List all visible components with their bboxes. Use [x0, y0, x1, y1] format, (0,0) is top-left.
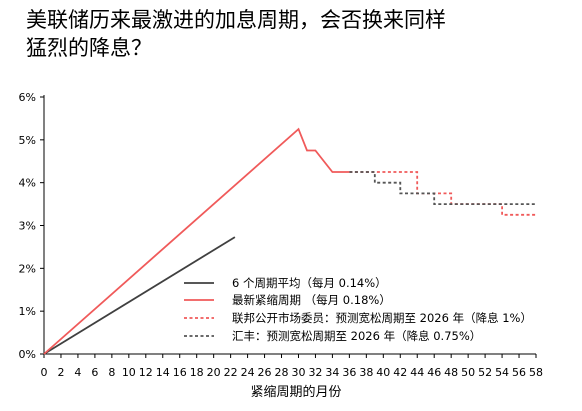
x-tick-label: 46 — [427, 366, 441, 379]
series-line-fomc — [349, 171, 536, 216]
x-tick-label: 20 — [207, 366, 221, 379]
x-tick-label: 56 — [512, 366, 526, 379]
x-tick-label: 44 — [410, 366, 424, 379]
x-tick-label: 12 — [139, 366, 153, 379]
x-tick-label: 8 — [108, 366, 115, 379]
series-line-huifeng — [349, 171, 536, 205]
chart-legend: 6 个周期平均（每月 0.14%） 最新紧缩周期 （每月 0.18%） 联邦公开市场… — [184, 276, 532, 343]
y-tick-label: 1% — [19, 305, 36, 318]
x-tick-label: 24 — [241, 366, 255, 379]
legend-label-latest: 最新紧缩周期 （每月 0.18%） — [232, 293, 391, 307]
legend-label-huifeng: 汇丰：预测宽松周期至 2026 年（降息 0.75%） — [232, 329, 481, 343]
x-tick-label: 18 — [190, 366, 204, 379]
x-tick-label: 40 — [376, 366, 390, 379]
x-tick-label: 0 — [41, 366, 48, 379]
x-tick-label: 42 — [393, 366, 407, 379]
x-tick-label: 36 — [342, 366, 356, 379]
y-tick-label: 6% — [19, 91, 36, 104]
y-tick-label: 5% — [19, 134, 36, 147]
x-axis-title: 紧缩周期的月份 — [250, 384, 341, 400]
y-tick-label: 4% — [19, 177, 36, 190]
series-line-latest — [43, 127, 350, 355]
x-tick-label: 16 — [173, 366, 187, 379]
x-tick-label: 28 — [275, 366, 289, 379]
legend-label-fomc: 联邦公开市场委员：预测宽松周期至 2026 年（降息 1%） — [232, 311, 532, 325]
x-tick-label: 30 — [291, 366, 305, 379]
x-tick-label: 14 — [156, 366, 170, 379]
chart-title-line-1: 美联储历来最激进的加息周期，会否换来同样 — [26, 8, 446, 32]
x-tick-label: 32 — [308, 366, 322, 379]
x-tick-label: 22 — [224, 366, 238, 379]
x-tick-label: 38 — [359, 366, 373, 379]
x-tick-label: 48 — [444, 366, 458, 379]
x-tick-label: 2 — [57, 366, 64, 379]
x-tick-label: 50 — [461, 366, 475, 379]
legend-label-average: 6 个周期平均（每月 0.14%） — [232, 276, 387, 290]
x-tick-label: 52 — [478, 366, 492, 379]
x-tick-label: 4 — [74, 366, 81, 379]
series-line-average — [43, 236, 236, 355]
x-tick-label: 6 — [91, 366, 98, 379]
x-tick-label: 10 — [122, 366, 136, 379]
y-tick-label: 0% — [19, 348, 36, 361]
chart-title: 美联储历来最激进的加息周期，会否换来同样 猛烈的降息？ — [26, 6, 566, 62]
y-tick-label: 2% — [19, 262, 36, 275]
x-tick-label: 34 — [325, 366, 339, 379]
chart-axes: 0%1%2%3%4%5%6%0 2 4 6 8 10 12 14 16 18 20 22 24 26 28 3… — [19, 91, 543, 379]
x-tick-label: 54 — [495, 366, 509, 379]
chart-series — [43, 127, 536, 355]
y-tick-label: 3% — [19, 220, 36, 233]
chart-title-line-2: 猛烈的降息？ — [26, 36, 152, 60]
x-tick-label: 58 — [529, 366, 543, 379]
x-tick-label: 26 — [258, 366, 272, 379]
